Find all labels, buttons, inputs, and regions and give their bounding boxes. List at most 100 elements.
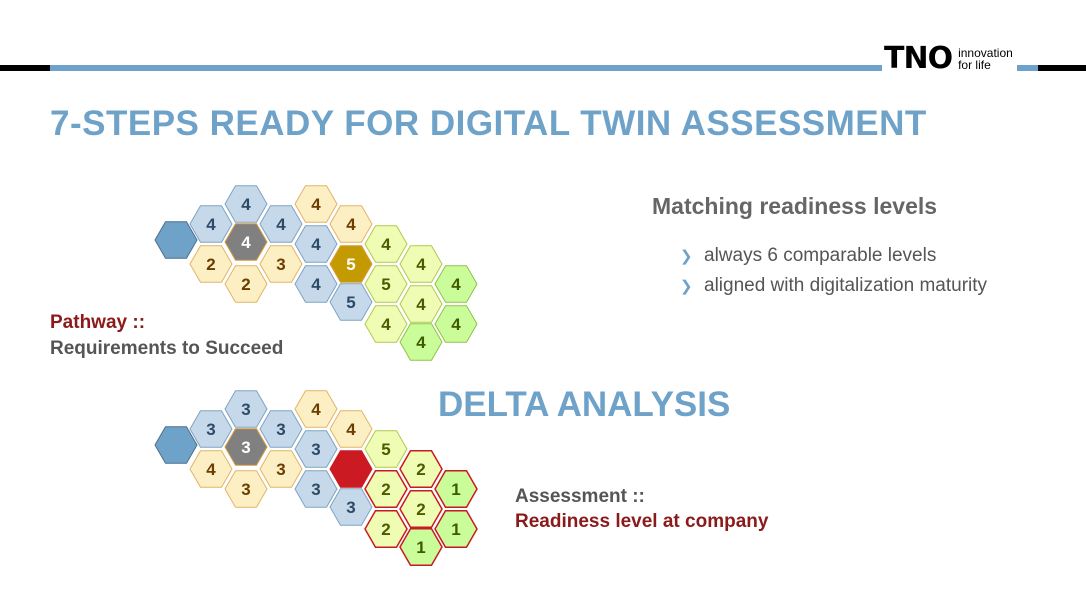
hex-level: 2 — [206, 255, 215, 274]
hex-cell: 3 — [259, 245, 303, 283]
hex-shape — [224, 428, 268, 466]
hex-shape — [329, 410, 373, 448]
hex-cell: 2 — [364, 470, 408, 508]
hex-shape — [224, 185, 268, 223]
hex-cell: 4 — [224, 223, 268, 261]
hex-level: 5 — [381, 275, 390, 294]
hex-shape — [259, 245, 303, 283]
hex-shape — [399, 490, 443, 528]
hex-cell: 4 — [399, 245, 443, 283]
hex-cell: 4 — [189, 450, 233, 488]
chevron-right-icon: ❯ — [680, 248, 693, 265]
hex-cell: 5 — [364, 430, 408, 468]
hex-level: 2 — [241, 275, 250, 294]
hex-shape — [224, 390, 268, 428]
hex-level: 3 — [276, 420, 285, 439]
hex-cell: 3 — [189, 410, 233, 448]
hex-cell: 4 — [434, 265, 478, 303]
hex-cell: 4 — [294, 225, 338, 263]
hex-shape — [189, 205, 233, 243]
hex-shape — [259, 450, 303, 488]
hex-shape — [434, 470, 478, 508]
header-rule-left — [0, 65, 50, 71]
hex-cell: 2 — [189, 245, 233, 283]
logo-tagline: innovation for life — [958, 47, 1013, 71]
header-rule — [50, 65, 882, 71]
pathway-label: Pathway :: — [50, 312, 146, 333]
hex-level: 4 — [276, 215, 286, 234]
hex-level: 3 — [241, 438, 250, 457]
slide-title: 7-STEPS READY FOR DIGITAL TWIN ASSESSMEN… — [50, 104, 927, 143]
hex-cell: 4 — [294, 265, 338, 303]
hex-cell: 4 — [329, 205, 373, 243]
hex-level: 1 — [451, 480, 460, 499]
hex-cell: 4 — [399, 285, 443, 323]
hex-shape — [294, 390, 338, 428]
hex-shape — [294, 430, 338, 468]
hex-level: 4 — [311, 400, 321, 419]
hex-level: 3 — [241, 480, 250, 499]
assessment-sublabel: Readiness level at company — [515, 511, 769, 532]
hex-level: 4 — [346, 420, 356, 439]
hex-shape — [364, 430, 408, 468]
hex-cell: 4 — [364, 305, 408, 343]
hex-shape — [259, 205, 303, 243]
pathway-sublabel: Requirements to Succeed — [50, 338, 284, 359]
hex-shape — [224, 265, 268, 303]
hex-level: 4 — [206, 460, 216, 479]
hex-shape — [399, 450, 443, 488]
hex-shape — [399, 528, 443, 566]
hex-cell: 3 — [294, 470, 338, 508]
hex-level: 4 — [311, 195, 321, 214]
hex-level: 4 — [416, 255, 426, 274]
hex-cell: 3 — [224, 428, 268, 466]
hex-cell: 3 — [224, 390, 268, 428]
hex-cell: 2 — [399, 490, 443, 528]
hex-cell: 5 — [329, 245, 373, 283]
hex-level: 2 — [381, 520, 390, 539]
bullet-item: ❯ always 6 comparable levels — [680, 244, 987, 274]
assessment-label: Assessment :: — [515, 486, 645, 507]
hex-shape — [364, 265, 408, 303]
hex-shape — [189, 450, 233, 488]
hex-shape — [399, 245, 443, 283]
tno-logo: TNO innovation for life — [884, 44, 1017, 74]
hex-cell: 1 — [399, 528, 443, 566]
hex-cell — [329, 450, 373, 488]
hex-cell: 4 — [364, 225, 408, 263]
chevron-right-icon: ❯ — [680, 278, 693, 295]
header-rule-right — [1004, 65, 1038, 71]
hex-shape — [294, 470, 338, 508]
logo-tagline-line2: for life — [958, 58, 991, 72]
hex-cell: 4 — [224, 185, 268, 223]
hex-shape — [329, 488, 373, 526]
hex-level: 4 — [346, 215, 356, 234]
hex-level: 3 — [241, 400, 250, 419]
hex-shape — [189, 245, 233, 283]
hex-level: 4 — [416, 333, 426, 352]
logo-tagline-line1: innovation — [958, 46, 1013, 60]
hex-level: 1 — [451, 520, 460, 539]
hex-cell: 4 — [329, 410, 373, 448]
hex-level: 4 — [451, 315, 461, 334]
hex-level: 3 — [276, 255, 285, 274]
bullet-text: always 6 comparable levels — [704, 245, 937, 266]
hex-level: 3 — [206, 420, 215, 439]
hex-cell — [154, 221, 198, 259]
hex-cell: 4 — [399, 323, 443, 361]
hex-shape — [154, 221, 198, 259]
hex-cell: 5 — [364, 265, 408, 303]
hex-cell: 2 — [399, 450, 443, 488]
hex-level: 4 — [311, 275, 321, 294]
hex-cell: 3 — [259, 410, 303, 448]
hex-level: 3 — [311, 480, 320, 499]
hex-shape — [434, 305, 478, 343]
hex-shape — [434, 510, 478, 548]
hex-shape — [434, 265, 478, 303]
bullet-text: aligned with digitalization maturity — [704, 275, 988, 296]
hex-shape — [259, 410, 303, 448]
hex-level: 5 — [346, 255, 355, 274]
hex-shape — [154, 426, 198, 464]
hex-cell: 3 — [294, 430, 338, 468]
hex-level: 5 — [381, 440, 390, 459]
